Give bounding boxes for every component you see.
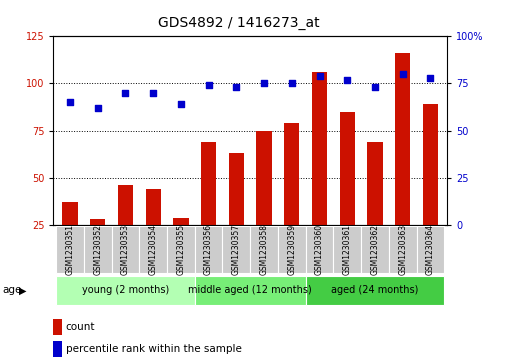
Text: GSM1230353: GSM1230353: [121, 224, 130, 275]
Bar: [423, 104, 438, 225]
Point: [205, 82, 213, 88]
Point: [149, 90, 157, 96]
FancyBboxPatch shape: [389, 226, 417, 273]
FancyBboxPatch shape: [167, 226, 195, 273]
Text: young (2 months): young (2 months): [82, 285, 169, 295]
Text: GDS4892 / 1416273_at: GDS4892 / 1416273_at: [158, 16, 320, 30]
Bar: [62, 203, 78, 225]
Text: GSM1230364: GSM1230364: [426, 224, 435, 275]
Point: [121, 90, 130, 96]
Bar: [201, 142, 216, 225]
Bar: [395, 53, 410, 225]
Text: GSM1230361: GSM1230361: [343, 224, 352, 275]
Bar: [118, 185, 133, 225]
Point: [288, 81, 296, 86]
FancyBboxPatch shape: [139, 226, 167, 273]
Text: GSM1230357: GSM1230357: [232, 224, 241, 275]
Bar: [340, 112, 355, 225]
Point: [426, 75, 434, 81]
FancyBboxPatch shape: [417, 226, 444, 273]
Bar: [229, 153, 244, 225]
Point: [260, 81, 268, 86]
Point: [93, 105, 102, 111]
FancyBboxPatch shape: [306, 276, 444, 305]
Text: GSM1230352: GSM1230352: [93, 224, 102, 275]
Text: GSM1230354: GSM1230354: [149, 224, 157, 275]
Text: GSM1230362: GSM1230362: [370, 224, 379, 275]
Text: percentile rank within the sample: percentile rank within the sample: [66, 344, 242, 354]
Bar: [367, 142, 383, 225]
Point: [232, 84, 240, 90]
Text: GSM1230355: GSM1230355: [176, 224, 185, 275]
FancyBboxPatch shape: [195, 276, 306, 305]
Text: GSM1230360: GSM1230360: [315, 224, 324, 275]
Bar: [312, 72, 327, 225]
Bar: [284, 123, 299, 225]
FancyBboxPatch shape: [306, 226, 333, 273]
FancyBboxPatch shape: [361, 226, 389, 273]
Text: aged (24 months): aged (24 months): [331, 285, 419, 295]
Text: age: age: [3, 285, 22, 295]
Bar: [90, 219, 105, 225]
Text: middle aged (12 months): middle aged (12 months): [188, 285, 312, 295]
FancyBboxPatch shape: [333, 226, 361, 273]
Bar: [145, 189, 161, 225]
FancyBboxPatch shape: [195, 226, 223, 273]
FancyBboxPatch shape: [56, 226, 84, 273]
Text: GSM1230356: GSM1230356: [204, 224, 213, 275]
Point: [371, 84, 379, 90]
FancyBboxPatch shape: [278, 226, 306, 273]
Bar: [53, 340, 61, 357]
Bar: [257, 131, 272, 225]
Text: GSM1230363: GSM1230363: [398, 224, 407, 275]
Text: ▶: ▶: [19, 285, 27, 295]
Bar: [53, 319, 61, 335]
Point: [177, 101, 185, 107]
Point: [343, 77, 352, 83]
Point: [315, 73, 324, 79]
Text: GSM1230358: GSM1230358: [260, 224, 269, 275]
FancyBboxPatch shape: [112, 226, 139, 273]
Text: GSM1230351: GSM1230351: [66, 224, 75, 275]
Text: count: count: [66, 322, 95, 332]
FancyBboxPatch shape: [250, 226, 278, 273]
Bar: [173, 217, 188, 225]
FancyBboxPatch shape: [223, 226, 250, 273]
Point: [399, 71, 407, 77]
Point: [66, 99, 74, 105]
Text: GSM1230359: GSM1230359: [288, 224, 296, 275]
FancyBboxPatch shape: [56, 276, 195, 305]
FancyBboxPatch shape: [84, 226, 112, 273]
